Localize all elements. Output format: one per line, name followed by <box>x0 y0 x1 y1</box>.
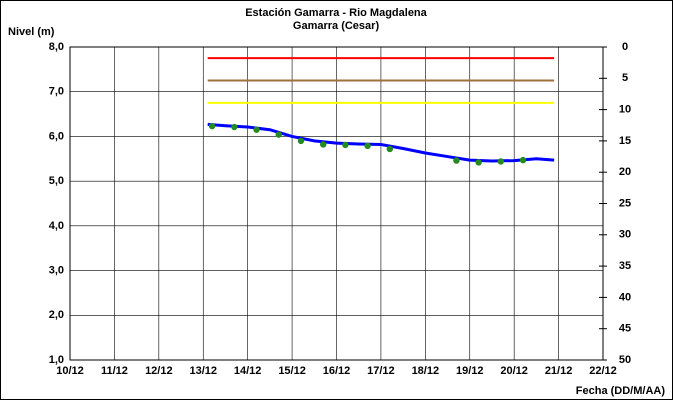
data-point <box>231 123 238 131</box>
y-tick-label: 4,0 <box>49 220 64 232</box>
data-point <box>364 142 371 150</box>
data-point <box>386 145 393 153</box>
x-tick-label: 17/12 <box>367 365 395 377</box>
data-point <box>253 126 260 133</box>
y2-tick-label: 45 <box>619 323 631 335</box>
x-tick-label: 12/12 <box>145 365 173 377</box>
y2-tick-label: 35 <box>619 260 631 272</box>
x-axis-label: Fecha (DD/M/AA) <box>576 385 666 397</box>
y-tick-label: 3,0 <box>49 264 64 276</box>
chart-subtitle: Gamarra (Cesar) <box>293 20 380 32</box>
y2-tick-label: 25 <box>619 197 631 209</box>
data-point <box>453 157 460 164</box>
y-tick-label: 6,0 <box>49 130 64 142</box>
y2-tick-label: 50 <box>619 354 631 366</box>
y2-tick-label: 20 <box>619 166 631 178</box>
x-tick-label: 16/12 <box>323 365 351 377</box>
y2-tick-label: 10 <box>619 104 631 116</box>
x-tick-label: 18/12 <box>412 365 440 377</box>
data-point <box>319 141 327 148</box>
x-tick-label: 11/12 <box>101 365 128 377</box>
x-tick-label: 21/12 <box>545 365 573 377</box>
x-tick-label: 14/12 <box>234 365 262 377</box>
y2-tick-label: 30 <box>619 229 631 241</box>
chart-title: Estación Gamarra - Rio Magdalena <box>245 7 427 19</box>
y-tick-label: 8,0 <box>49 41 64 53</box>
y-tick-label: 5,0 <box>49 175 64 187</box>
y-tick-label: 1,0 <box>49 354 64 366</box>
y2-tick-label: 5 <box>622 72 628 84</box>
y-tick-label: 7,0 <box>49 86 64 98</box>
x-tick-label: 10/12 <box>56 365 84 377</box>
data-point <box>275 131 282 138</box>
plot-border <box>69 46 604 361</box>
data-point <box>297 137 305 145</box>
x-tick-label: 20/12 <box>500 365 528 377</box>
data-point <box>519 156 527 164</box>
x-tick-label: 13/12 <box>189 365 217 377</box>
data-point <box>342 141 349 149</box>
x-tick-label: 15/12 <box>278 365 306 377</box>
x-tick-label: 19/12 <box>456 365 484 377</box>
y2-tick-label: 15 <box>619 135 631 147</box>
data-point <box>475 159 482 166</box>
y-axis-label: Nivel (m) <box>8 26 55 38</box>
y-tick-label: 2,0 <box>49 309 64 321</box>
data-point <box>208 122 216 130</box>
x-tick-label: 22/12 <box>589 365 617 377</box>
y2-tick-label: 40 <box>619 291 631 303</box>
data-point <box>497 158 505 165</box>
y2-tick-label: 0 <box>622 41 628 53</box>
